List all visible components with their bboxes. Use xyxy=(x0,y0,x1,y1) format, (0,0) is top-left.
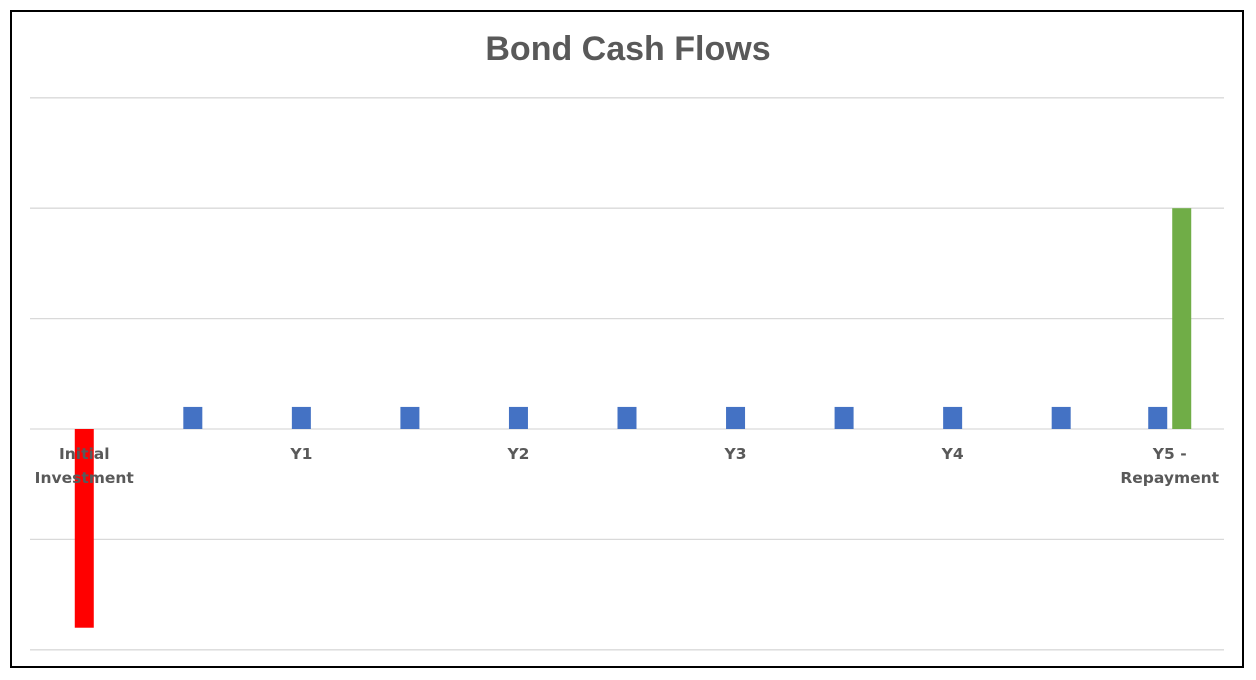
x-tick-label: Y2 xyxy=(506,445,529,463)
coupon-bar xyxy=(726,406,746,429)
x-tick-label: Y3 xyxy=(724,445,747,463)
gridlines xyxy=(30,97,1224,651)
coupon-bar xyxy=(834,406,854,429)
investment-bar xyxy=(74,429,94,628)
x-tick-label: Y5 -Repayment xyxy=(1120,445,1219,487)
coupon-bar xyxy=(617,406,637,429)
chart-frame xyxy=(10,10,1244,668)
repayment-bar xyxy=(1172,208,1192,429)
coupon-bar xyxy=(1148,406,1168,429)
coupon-bar xyxy=(943,406,963,429)
category-labels: Initial Investment Y1 Y2 Y3 Y4 Y5 -Repayment xyxy=(35,445,1220,487)
chart-title: Bond Cash Flows xyxy=(485,30,771,68)
coupon-bar xyxy=(1051,406,1071,429)
coupon-bar xyxy=(400,406,420,429)
x-tick-label: Y4 xyxy=(941,445,964,463)
x-tick-label: Initial Investment xyxy=(35,445,135,487)
coupon-bar xyxy=(508,406,528,429)
coupon-bar xyxy=(291,406,311,429)
x-tick-label: Y1 xyxy=(289,445,312,463)
coupon-bar xyxy=(183,406,203,429)
bars xyxy=(74,208,1192,628)
